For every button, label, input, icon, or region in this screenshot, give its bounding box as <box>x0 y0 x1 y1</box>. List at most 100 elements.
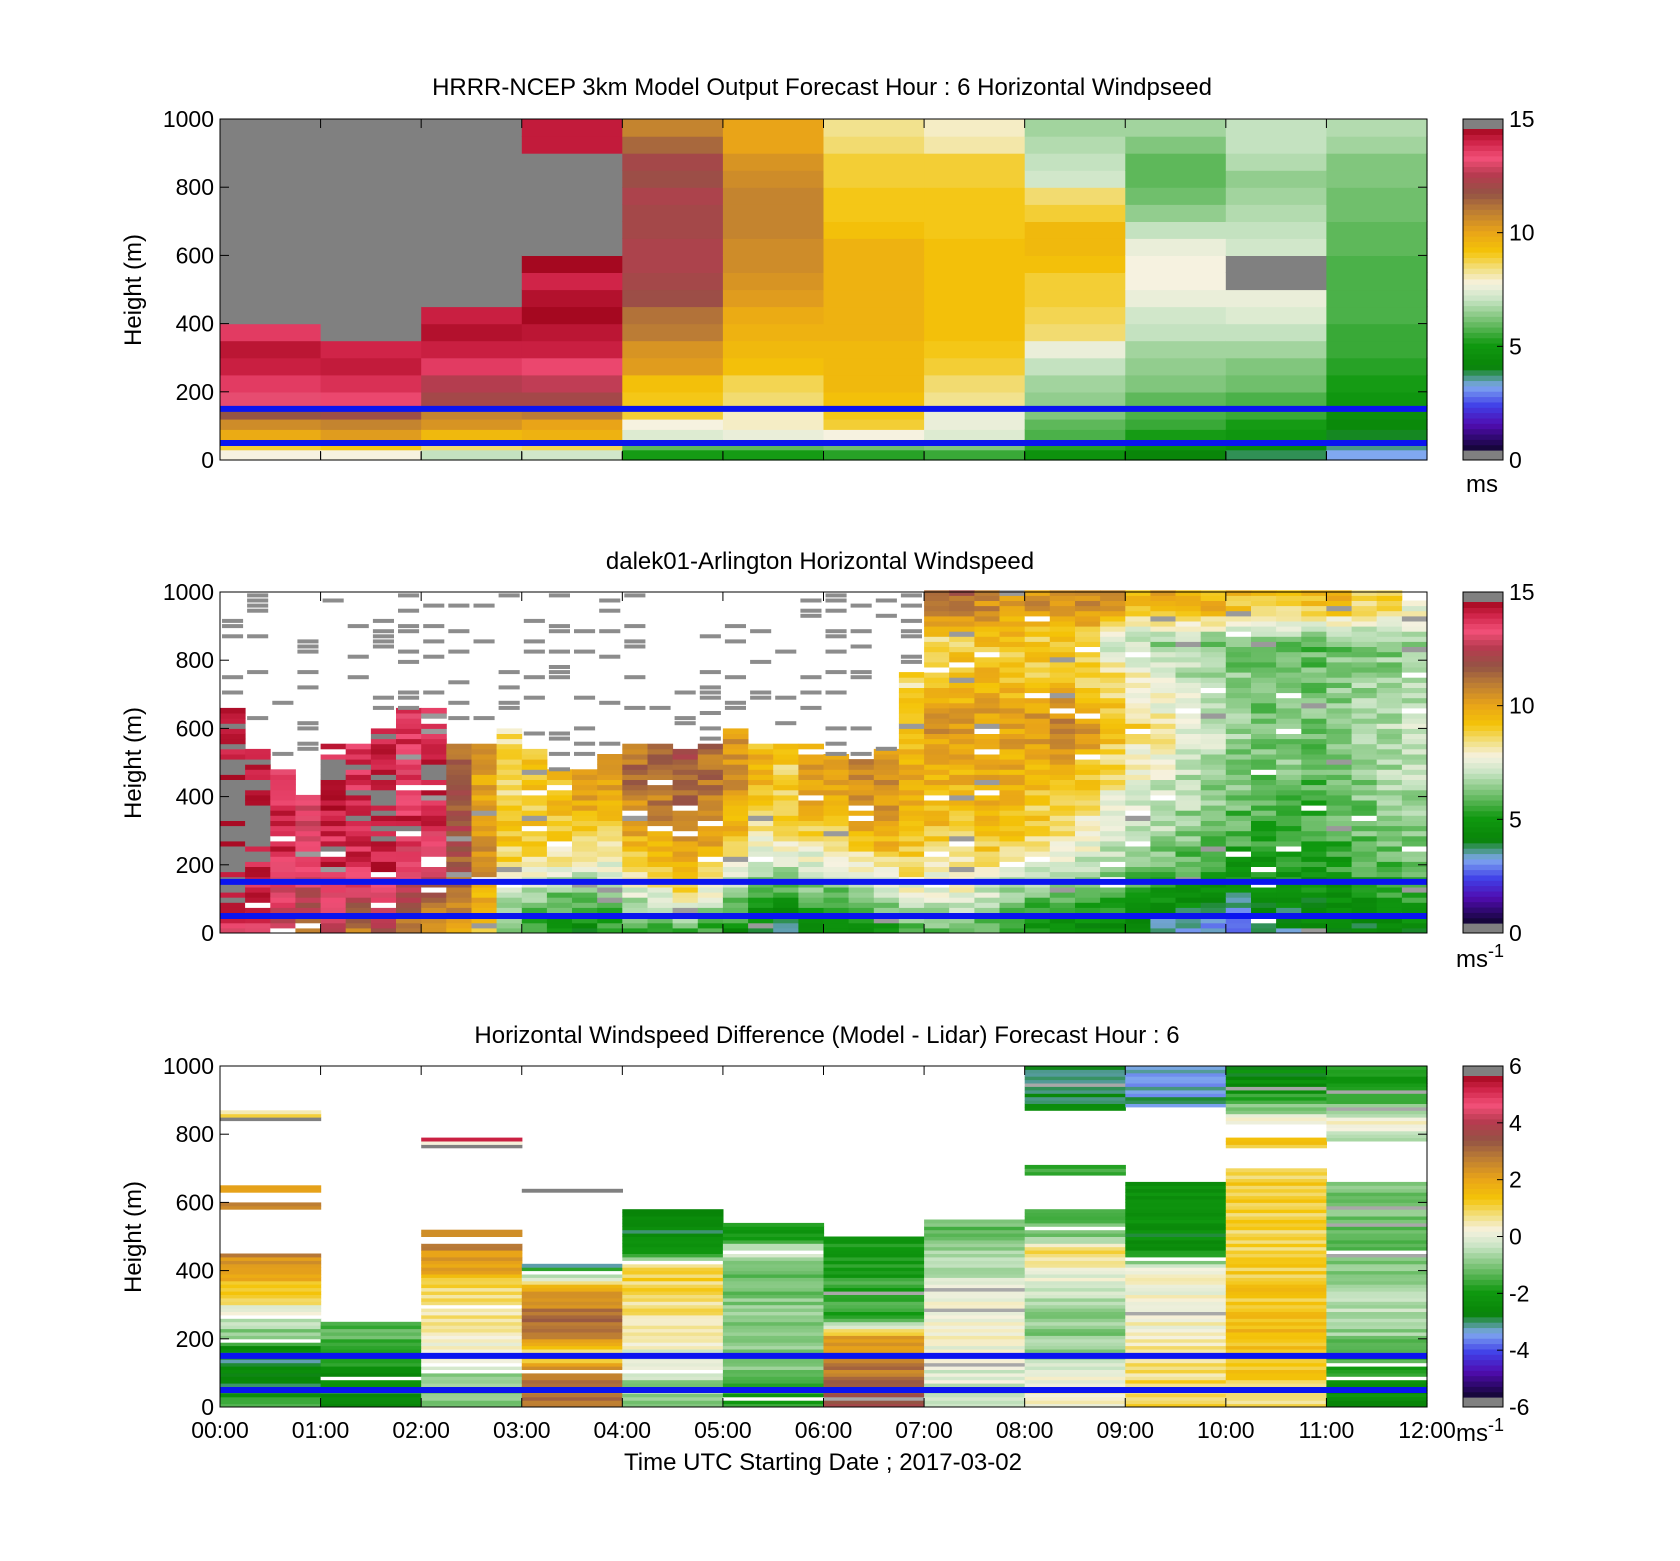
colorbar-swatch <box>1463 268 1503 275</box>
heatmap-cell <box>1225 1318 1327 1323</box>
heatmap-cell <box>1326 677 1352 683</box>
heatmap-cell <box>1100 682 1126 688</box>
heatmap-cell <box>1175 687 1202 694</box>
heatmap-cell <box>1024 1226 1126 1231</box>
heatmap-cell <box>823 1345 925 1350</box>
x-tick-label: 04:00 <box>594 1417 652 1443</box>
heatmap-cell <box>649 705 671 710</box>
heatmap-cell <box>773 769 799 775</box>
heatmap-cell <box>1225 707 1252 714</box>
heatmap-cell <box>1024 800 1051 806</box>
heatmap-cell <box>396 748 422 755</box>
heatmap-cell <box>245 871 271 878</box>
heatmap-cell <box>1049 748 1076 755</box>
heatmap-cell <box>1326 646 1352 653</box>
heatmap-cell <box>1401 677 1428 683</box>
panel-lidar-x-ticks <box>219 592 1428 933</box>
heatmap-cell <box>1225 861 1252 867</box>
heatmap-cell <box>672 835 699 842</box>
heatmap-cell <box>1376 759 1403 765</box>
y-tick-label: 800 <box>176 174 214 200</box>
heatmap-cell <box>622 1304 724 1309</box>
heatmap-cell <box>1175 621 1202 627</box>
heatmap-cell <box>270 830 296 837</box>
heatmap-cell <box>722 917 749 924</box>
colorbar-swatch <box>1463 193 1503 200</box>
heatmap-cell <box>825 690 847 695</box>
heatmap-cell <box>873 764 900 770</box>
heatmap-cell <box>245 835 271 842</box>
y-tick-label: 0 <box>201 920 214 946</box>
heatmap-cell <box>1200 610 1227 617</box>
heatmap-cell <box>1225 1113 1327 1118</box>
colorbar-swatch <box>1463 1177 1503 1184</box>
heatmap-cell <box>1301 590 1327 596</box>
heatmap-cell <box>823 825 850 832</box>
heatmap-cell <box>622 1219 724 1224</box>
heatmap-cell <box>1024 1066 1126 1070</box>
colorbar-overflow <box>1463 592 1503 602</box>
heatmap-cell <box>1326 1301 1428 1306</box>
heatmap-cell <box>697 764 724 770</box>
heatmap-cell <box>220 764 246 770</box>
heatmap-cell <box>622 1277 724 1282</box>
heatmap-cell <box>398 649 420 654</box>
heatmap-cell <box>498 700 520 705</box>
heatmap-cell <box>421 1400 523 1405</box>
heatmap-cell <box>471 754 498 760</box>
heatmap-cell <box>1376 702 1403 709</box>
heatmap-cell <box>898 748 925 755</box>
heatmap-cell <box>1301 866 1327 873</box>
heatmap-cell <box>624 675 646 680</box>
heatmap-cell <box>1200 595 1227 601</box>
heatmap-cell <box>245 779 271 786</box>
heatmap-cell <box>220 713 246 719</box>
heatmap-cell <box>421 1274 523 1278</box>
heatmap-cell <box>1276 794 1302 801</box>
heatmap-cell <box>345 769 372 775</box>
heatmap-cell <box>1150 615 1176 622</box>
heatmap-cell <box>473 716 495 721</box>
heatmap-cell <box>1376 851 1403 857</box>
heatmap-cell <box>974 815 1000 821</box>
heatmap-cell <box>572 927 598 934</box>
heatmap-cell <box>1125 1236 1227 1241</box>
heatmap-cell <box>823 907 850 913</box>
heatmap-cell <box>949 805 975 811</box>
heatmap-cell <box>398 629 420 634</box>
heatmap-cell <box>1351 892 1378 898</box>
heatmap-cell <box>220 1400 322 1405</box>
heatmap-cell <box>924 1226 1026 1231</box>
heatmap-cell <box>320 391 422 406</box>
heatmap-cell <box>825 629 847 634</box>
heatmap-cell <box>398 705 420 710</box>
heatmap-cell <box>1376 723 1403 729</box>
heatmap-cell <box>220 340 322 359</box>
heatmap-cell <box>1225 866 1252 873</box>
heatmap-cell <box>1049 830 1076 837</box>
heatmap-cell <box>798 800 824 806</box>
heatmap-cell <box>1251 590 1277 596</box>
heatmap-cell <box>572 835 598 842</box>
heatmap-cell <box>1326 1376 1428 1381</box>
heatmap-cell <box>320 306 422 325</box>
heatmap-cell <box>1326 754 1352 760</box>
colorbar-swatch <box>1463 401 1503 408</box>
heatmap-cell <box>1326 1318 1428 1323</box>
heatmap-cell <box>647 851 674 857</box>
heatmap-cell <box>320 810 347 816</box>
heatmap-cell <box>924 748 950 755</box>
colorbar-swatch <box>1463 417 1503 424</box>
colorbar-swatch <box>1463 1263 1503 1270</box>
heatmap-cell <box>924 605 950 612</box>
heatmap-cell <box>1200 723 1227 729</box>
heatmap-cell <box>1301 707 1327 714</box>
heatmap-cell <box>421 1308 523 1312</box>
heatmap-cell <box>1150 723 1176 729</box>
heatmap-cell <box>1200 922 1227 929</box>
heatmap-cell <box>873 789 900 796</box>
heatmap-cell <box>697 794 724 801</box>
heatmap-cell <box>1024 1294 1126 1299</box>
heatmap-cell <box>1351 641 1378 647</box>
heatmap-cell <box>672 784 699 791</box>
